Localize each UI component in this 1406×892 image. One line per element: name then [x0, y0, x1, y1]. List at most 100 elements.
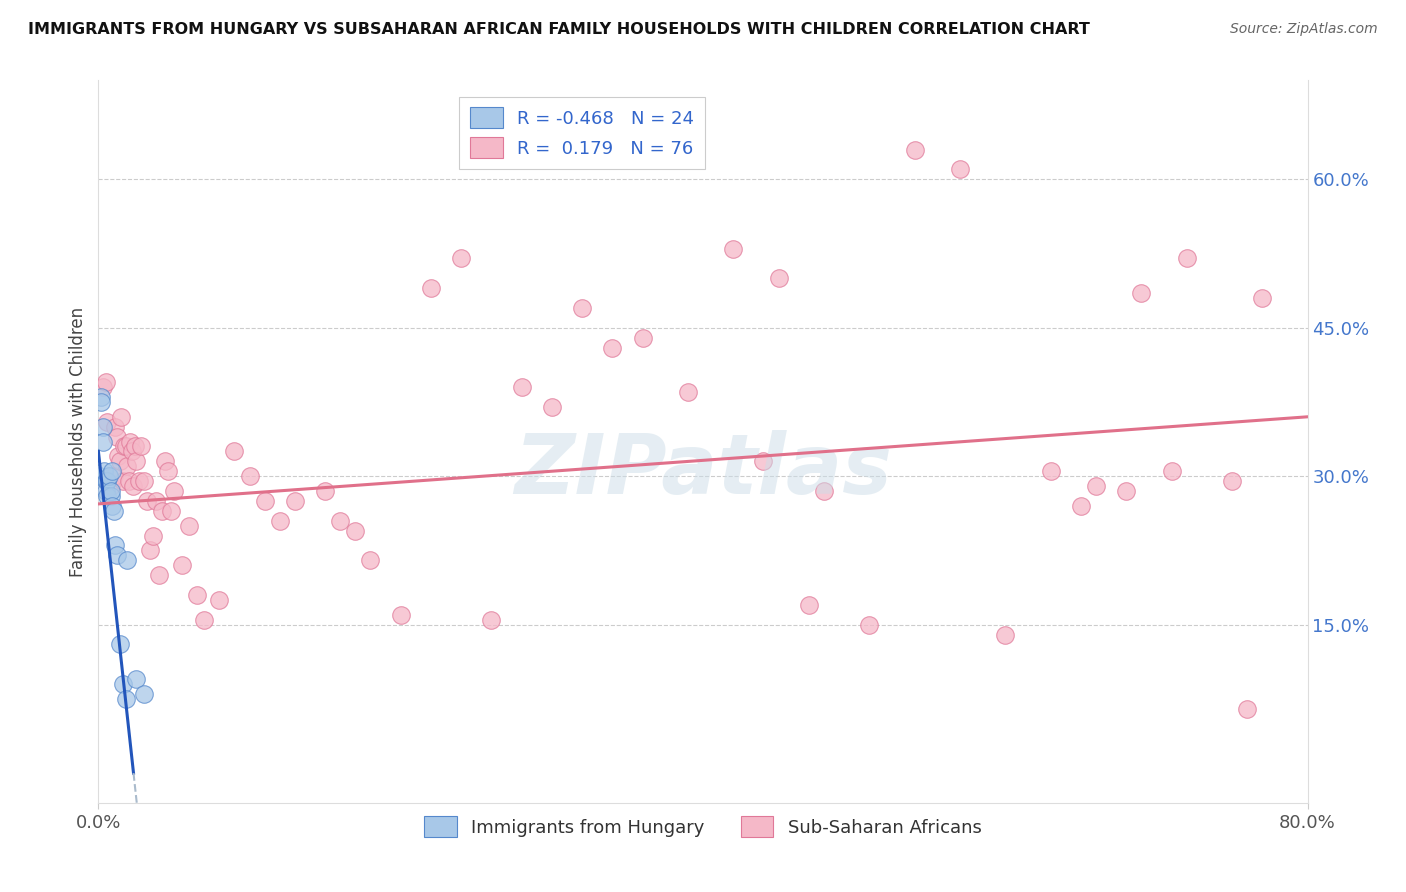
Point: [904, 143, 927, 157]
Point: [170, 558, 193, 573]
Point: [100, 479, 122, 493]
Point: [1220, 474, 1243, 488]
Point: [224, 444, 246, 458]
Point: [94, 474, 117, 488]
Point: [723, 242, 745, 256]
Point: [139, 543, 162, 558]
Point: [104, 539, 127, 553]
Point: [91, 380, 114, 394]
Point: [108, 637, 131, 651]
Point: [540, 400, 562, 414]
Point: [153, 454, 176, 468]
Legend: Immigrants from Hungary, Sub-Saharan Africans: Immigrants from Hungary, Sub-Saharan Afr…: [418, 809, 988, 845]
Point: [1160, 464, 1182, 478]
Point: [115, 553, 138, 567]
Point: [1115, 483, 1137, 498]
Point: [108, 454, 131, 468]
Point: [1130, 286, 1153, 301]
Point: [125, 672, 148, 686]
Point: [107, 450, 129, 464]
Point: [1070, 499, 1092, 513]
Point: [132, 687, 155, 701]
Point: [186, 588, 208, 602]
Point: [115, 459, 138, 474]
Point: [179, 518, 201, 533]
Point: [132, 474, 155, 488]
Point: [145, 494, 167, 508]
Point: [101, 464, 124, 478]
Point: [90, 395, 112, 409]
Text: ZIPatlas: ZIPatlas: [515, 430, 891, 511]
Point: [1236, 702, 1258, 716]
Point: [105, 549, 128, 563]
Point: [94, 483, 117, 498]
Point: [100, 483, 122, 498]
Point: [1251, 291, 1274, 305]
Point: [100, 489, 122, 503]
Point: [105, 429, 128, 443]
Point: [239, 469, 262, 483]
Point: [269, 514, 291, 528]
Point: [101, 499, 124, 513]
Y-axis label: Family Households with Children: Family Households with Children: [69, 307, 87, 576]
Point: [120, 434, 142, 449]
Point: [253, 494, 276, 508]
Point: [96, 415, 118, 429]
Point: [163, 483, 186, 498]
Point: [121, 444, 143, 458]
Point: [98, 469, 121, 483]
Point: [389, 607, 412, 622]
Point: [284, 494, 307, 508]
Point: [329, 514, 352, 528]
Point: [160, 504, 183, 518]
Point: [94, 375, 117, 389]
Point: [103, 504, 125, 518]
Text: Source: ZipAtlas.com: Source: ZipAtlas.com: [1230, 22, 1378, 37]
Point: [420, 281, 443, 295]
Point: [150, 504, 173, 518]
Point: [142, 528, 165, 542]
Point: [93, 464, 115, 478]
Point: [114, 440, 136, 454]
Point: [90, 390, 112, 404]
Point: [314, 483, 336, 498]
Point: [110, 409, 132, 424]
Point: [111, 677, 134, 691]
Point: [104, 419, 127, 434]
Point: [91, 419, 114, 434]
Point: [111, 474, 134, 488]
Point: [1039, 464, 1062, 478]
Point: [103, 469, 125, 483]
Point: [858, 617, 880, 632]
Point: [481, 613, 503, 627]
Point: [112, 440, 135, 454]
Point: [571, 301, 593, 315]
Point: [344, 524, 367, 538]
Point: [1175, 252, 1198, 266]
Point: [124, 440, 146, 454]
Point: [631, 330, 654, 344]
Point: [208, 593, 231, 607]
Point: [510, 380, 533, 394]
Point: [994, 627, 1017, 641]
Point: [122, 479, 145, 493]
Point: [813, 483, 835, 498]
Point: [450, 252, 472, 266]
Point: [752, 454, 775, 468]
Point: [128, 474, 150, 488]
Point: [797, 598, 820, 612]
Point: [676, 385, 699, 400]
Point: [360, 553, 382, 567]
Point: [1085, 479, 1108, 493]
Point: [125, 454, 148, 468]
Point: [129, 440, 152, 454]
Point: [949, 162, 972, 177]
Point: [193, 613, 215, 627]
Point: [118, 474, 141, 488]
Point: [135, 494, 157, 508]
Point: [156, 464, 179, 478]
Point: [114, 691, 136, 706]
Point: [89, 469, 111, 483]
Point: [96, 474, 118, 488]
Point: [602, 341, 624, 355]
